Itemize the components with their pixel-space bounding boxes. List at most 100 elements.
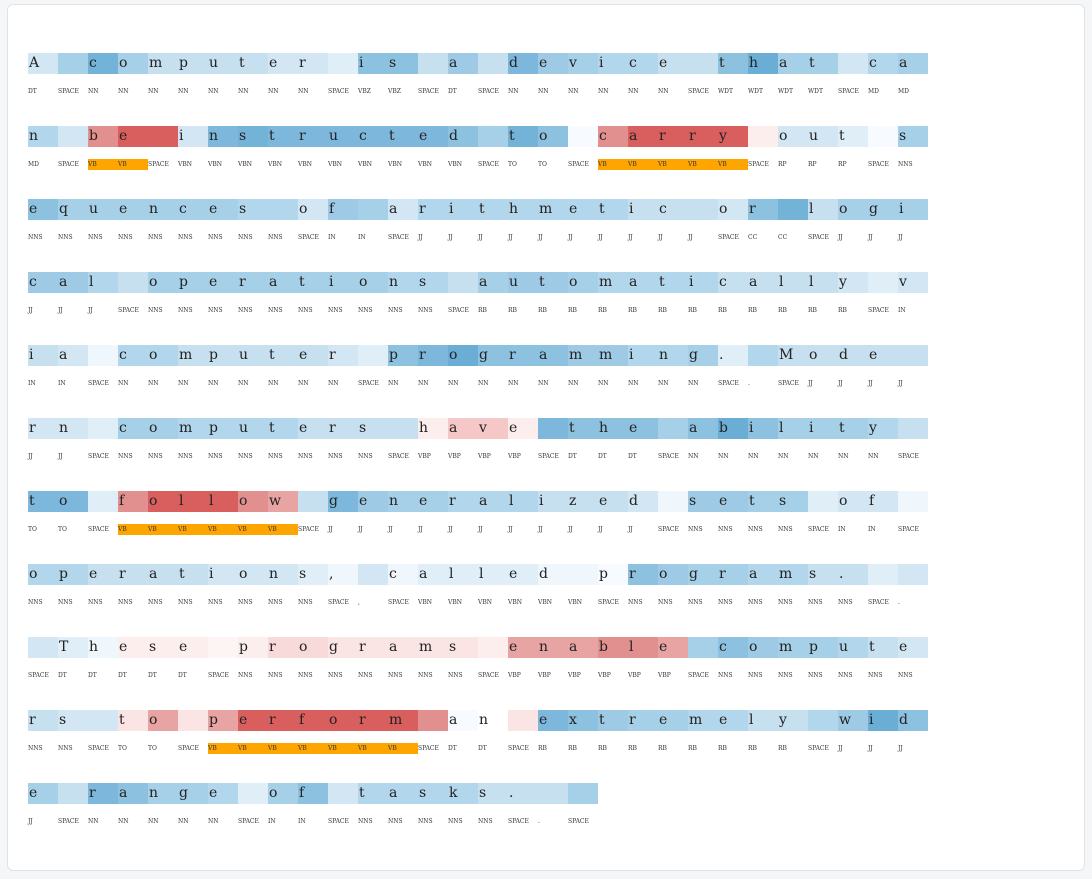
token-char: a — [148, 564, 178, 585]
pos-tag: JJ — [568, 526, 573, 533]
token-char: p — [208, 418, 238, 439]
pos-tag: WDT — [748, 88, 763, 95]
token-char: t — [118, 710, 148, 731]
token-char: l — [748, 710, 778, 731]
token-char: g — [868, 199, 898, 220]
pos-tag: NNS — [748, 526, 763, 533]
pos-tag: NN — [328, 380, 339, 387]
token-char: o — [568, 272, 598, 293]
token-char: e — [508, 637, 538, 658]
token-char: m — [418, 637, 448, 658]
token-char: f — [298, 783, 328, 804]
token-char: o — [238, 564, 268, 585]
token-char: l — [508, 491, 538, 512]
token-char: o — [28, 564, 58, 585]
pos-tag: NNS — [898, 161, 913, 168]
pos-tag: NNS — [28, 599, 43, 606]
pos-tag: SPACE — [568, 161, 589, 168]
pos-tag: IN — [28, 380, 36, 387]
pos-tag: SPACE — [898, 526, 919, 533]
token-char: A — [28, 53, 58, 74]
pos-tag: TO — [28, 526, 37, 533]
token-char — [358, 564, 388, 585]
token-char: v — [568, 53, 598, 74]
token-char: e — [658, 710, 688, 731]
token-char: t — [478, 199, 508, 220]
pos-tag-row: IN IN SPACE NN NN NN NN NN NN NN NN SPACE NN NN NN NN NN… — [28, 366, 928, 389]
pos-tag: NN — [748, 453, 759, 460]
token-char: a — [418, 564, 448, 585]
token-char: a — [748, 272, 778, 293]
vb-tag-highlight: VB — [208, 524, 238, 535]
pos-tag: NNS — [868, 672, 883, 679]
pos-tag: JJ — [418, 234, 423, 241]
token-char: a — [58, 272, 88, 293]
token-char: t — [868, 637, 898, 658]
token-char: g — [178, 783, 208, 804]
token-char: a — [388, 637, 418, 658]
pos-tag: NNS — [358, 672, 373, 679]
pos-tag: NNS — [118, 234, 133, 241]
pos-tag: NNS — [718, 599, 733, 606]
pos-tag: RB — [598, 307, 607, 314]
token-char: e — [88, 564, 118, 585]
pos-tag: JJ — [358, 526, 363, 533]
token-char: s — [388, 53, 418, 74]
pos-tag: DT — [478, 745, 487, 752]
pos-tag-row: DT SPACE NN NN NN NN NN NN NN NN SPACE VBZ VBZ SPACE D… — [28, 74, 928, 97]
token-char: f — [328, 199, 358, 220]
token-char: p — [178, 53, 208, 74]
token-char: o — [298, 637, 328, 658]
pos-tag: JJ — [598, 234, 603, 241]
token-char: i — [868, 710, 898, 731]
token-char: . — [718, 345, 748, 366]
pos-tag: SPACE — [868, 307, 889, 314]
pos-tag: NNS — [148, 453, 163, 460]
token-char: p — [598, 564, 628, 585]
token-char: r — [298, 53, 328, 74]
token-char: c — [118, 418, 148, 439]
pos-tag: NN — [778, 453, 789, 460]
pos-tag: SPACE — [718, 380, 739, 387]
pos-tag: NNS — [808, 599, 823, 606]
token-char: a — [478, 491, 508, 512]
pos-tag: RB — [658, 307, 667, 314]
token-char: e — [358, 491, 388, 512]
token-char: t — [838, 126, 868, 147]
pos-tag: NNS — [268, 672, 283, 679]
pos-tag: NNS — [58, 599, 73, 606]
pos-tag: SPACE — [208, 672, 229, 679]
token-char: s — [418, 272, 448, 293]
pos-tag: . — [748, 380, 750, 387]
token-char: e — [268, 53, 298, 74]
token-char: i — [448, 199, 478, 220]
pos-tag: . — [898, 599, 900, 606]
token-char: t — [658, 272, 688, 293]
token-char: w — [268, 491, 298, 512]
pos-tag: VBN — [478, 599, 492, 606]
token-char: t — [268, 126, 298, 147]
pos-tag: NNS — [58, 234, 73, 241]
pos-tag: RB — [688, 745, 697, 752]
token-char: a — [388, 783, 418, 804]
token-char: o — [658, 564, 688, 585]
pos-tag: WDT — [718, 88, 733, 95]
pos-tag: RB — [718, 745, 727, 752]
pos-tag: NN — [238, 380, 249, 387]
token-char: a — [628, 126, 658, 147]
token-char: l — [178, 491, 208, 512]
token-char: i — [208, 564, 238, 585]
token-char — [748, 126, 778, 147]
pos-tag-row: MD SPACE VB VB SPACE VBN VBN VBN VBN VBN VBN VBN VBN… — [28, 147, 928, 170]
token-char: l — [88, 272, 118, 293]
token-char: t — [358, 783, 388, 804]
pos-tag: VBP — [538, 672, 551, 679]
pos-tag: NNS — [148, 307, 163, 314]
pos-tag: RB — [808, 307, 817, 314]
token-char: a — [58, 345, 88, 366]
token-char: c — [718, 637, 748, 658]
pos-tag: DT — [598, 453, 607, 460]
